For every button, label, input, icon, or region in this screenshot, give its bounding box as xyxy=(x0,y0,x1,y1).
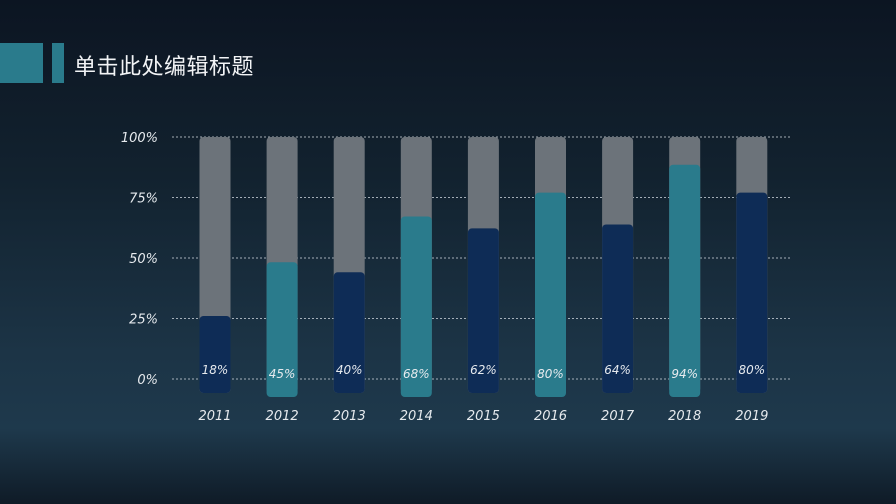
data-label: 80% xyxy=(537,367,564,381)
x-tick-label: 2015 xyxy=(467,409,500,424)
y-tick-label: 100% xyxy=(121,131,158,146)
x-tick-label: 2017 xyxy=(601,409,635,424)
value-bar xyxy=(736,192,768,393)
value-bar xyxy=(602,224,634,393)
data-label: 94% xyxy=(671,367,698,381)
value-bar xyxy=(400,216,432,397)
data-label: 40% xyxy=(336,363,363,377)
accent-block-small xyxy=(52,43,64,83)
value-bar xyxy=(199,315,231,393)
x-tick-label: 2019 xyxy=(735,409,768,424)
data-label: 80% xyxy=(738,363,765,377)
data-label: 64% xyxy=(604,363,631,377)
data-label: 68% xyxy=(403,367,430,381)
value-bar xyxy=(467,228,499,393)
x-tick-label: 2014 xyxy=(400,409,433,424)
x-tick-label: 2012 xyxy=(266,409,299,424)
data-label: 62% xyxy=(470,363,497,377)
value-bar xyxy=(266,262,298,397)
y-tick-label: 25% xyxy=(129,313,158,328)
x-tick-label: 2011 xyxy=(198,409,231,424)
value-bar xyxy=(669,164,701,397)
data-label: 18% xyxy=(202,363,229,377)
slide-title[interactable]: 单击此处编辑标题 xyxy=(74,55,255,80)
x-tick-label: 2013 xyxy=(333,409,366,424)
data-label: 45% xyxy=(269,367,296,381)
accent-block-large xyxy=(0,43,43,83)
x-tick-label: 2016 xyxy=(534,409,567,424)
y-tick-label: 75% xyxy=(129,192,158,207)
y-tick-label: 0% xyxy=(137,373,158,388)
y-tick-label: 50% xyxy=(129,252,158,267)
value-bar xyxy=(535,192,566,397)
x-tick-label: 2018 xyxy=(668,409,701,424)
value-bar xyxy=(333,272,365,393)
